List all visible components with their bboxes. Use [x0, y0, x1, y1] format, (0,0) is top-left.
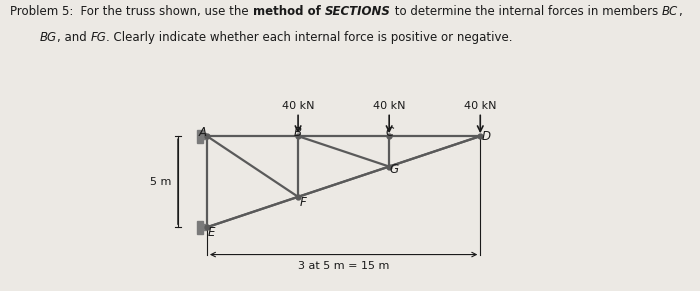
Text: E: E	[208, 226, 215, 239]
Text: to determine the internal forces in members: to determine the internal forces in memb…	[391, 6, 662, 18]
Text: A: A	[198, 126, 206, 139]
Text: C: C	[385, 126, 393, 139]
Text: G: G	[390, 163, 399, 176]
Bar	[197, 221, 203, 234]
Text: F: F	[300, 196, 306, 209]
Text: . Clearly indicate whether each internal force is positive or negative.: . Clearly indicate whether each internal…	[106, 31, 513, 44]
Text: D: D	[482, 129, 491, 143]
Text: 5 m: 5 m	[150, 177, 171, 187]
Text: 40 kN: 40 kN	[464, 101, 496, 111]
Text: FG: FG	[90, 31, 106, 44]
Text: For the truss shown, use the: For the truss shown, use the	[74, 6, 253, 18]
Text: , and: , and	[57, 31, 90, 44]
Text: method of: method of	[253, 6, 325, 18]
Bar	[197, 130, 203, 143]
Text: 3 at 5 m = 15 m: 3 at 5 m = 15 m	[298, 261, 389, 271]
Text: BC: BC	[662, 6, 678, 18]
Text: 40 kN: 40 kN	[373, 101, 405, 111]
Text: 40 kN: 40 kN	[282, 101, 314, 111]
Text: B: B	[294, 126, 302, 139]
Text: Problem 5:: Problem 5:	[10, 6, 74, 18]
Text: SECTIONS: SECTIONS	[325, 6, 391, 18]
Text: BG: BG	[40, 31, 57, 44]
Text: ,: ,	[678, 6, 682, 18]
